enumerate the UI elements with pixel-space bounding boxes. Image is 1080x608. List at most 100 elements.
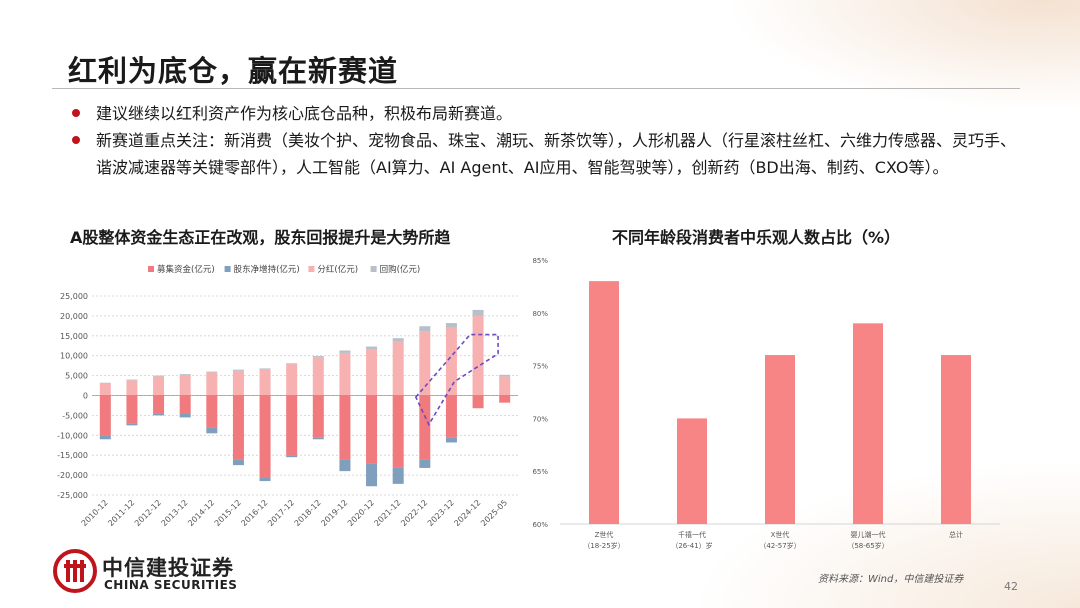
bar-2020-12-s0 [366, 395, 378, 464]
bar-2010-12-s0 [99, 395, 111, 436]
bar-2023-12-s1 [445, 437, 457, 443]
bar-2016-12-s2 [259, 369, 271, 396]
bar-2025-05-s2 [499, 376, 511, 396]
x-tick-label: 2018-12 [293, 498, 323, 528]
bar-2023-12-s3 [445, 323, 457, 328]
bar-2024-12-s3 [472, 309, 484, 316]
x-tick-label: 2019-12 [319, 498, 349, 528]
bar-2014-12-s0 [206, 395, 218, 428]
x-tick-label: 2024-12 [452, 498, 482, 528]
title-divider [52, 88, 1020, 89]
bar-0 [589, 281, 619, 524]
bar-2014-12-s3 [206, 371, 218, 373]
y-tick-label: -10,000 [57, 431, 88, 440]
y-tick-label: 80% [532, 310, 548, 318]
x-tick-label-line2: （18-25岁） [583, 541, 624, 550]
x-tick-label-line2: （58-65岁） [847, 541, 888, 550]
bar-2024-12-s0 [472, 395, 484, 409]
bar-1 [677, 418, 707, 524]
bar-2012-12-s1 [153, 413, 165, 416]
bar-2018-12-s2 [312, 357, 324, 396]
bar-2015-12-s0 [232, 395, 244, 460]
x-tick-label: 2025-05 [479, 498, 509, 528]
y-tick-label: -25,000 [57, 491, 88, 500]
bar-2019-12-s3 [339, 350, 351, 353]
bar-2018-12-s0 [312, 395, 324, 438]
x-tick-label-line1: X世代 [771, 530, 790, 539]
bar-2010-12-s3 [99, 382, 111, 384]
bar-2020-12-s3 [366, 346, 378, 349]
bar-2023-12-s2 [445, 327, 457, 396]
legend-swatch-3 [370, 266, 377, 272]
bar-2023-12-s0 [445, 395, 457, 438]
x-tick-label: 2022-12 [399, 498, 429, 528]
bar-2021-12-s2 [392, 341, 404, 396]
bar-2014-12-s2 [206, 372, 218, 396]
bar-2015-12-s1 [232, 459, 244, 466]
bar-3 [853, 323, 883, 524]
x-tick-label-line1: Z世代 [595, 530, 614, 539]
x-tick-label: 2015-12 [213, 498, 243, 528]
bar-2021-12-s0 [392, 395, 404, 468]
bullet-item: 建议继续以红利资产作为核心底仓品种，积极布局新赛道。 [66, 100, 1026, 127]
bar-2021-12-s1 [392, 467, 404, 484]
x-tick-label-line1: 总计 [949, 530, 963, 539]
y-tick-label: 15,000 [60, 332, 88, 341]
x-tick-label-line1: 千禧一代 [678, 530, 706, 539]
x-tick-label-line2: （42-57岁） [759, 541, 800, 550]
page-number: 42 [1004, 580, 1018, 593]
bar-2012-12-s0 [153, 395, 165, 414]
x-tick-label: 2013-12 [160, 498, 190, 528]
y-tick-label: -20,000 [57, 471, 88, 480]
right-chart-title: 不同年龄段消费者中乐观人数占比（%） [612, 228, 901, 247]
bar-2011-12-s1 [126, 423, 138, 426]
bar-2016-12-s3 [259, 368, 271, 370]
bar-2016-12-s0 [259, 395, 271, 478]
bar-2013-12-s2 [179, 374, 191, 396]
bar-2025-05-s0 [499, 395, 511, 403]
bar-2013-12-s0 [179, 395, 191, 414]
bar-2021-12-s3 [392, 338, 404, 342]
bar-2020-12-s2 [366, 348, 378, 396]
y-tick-label: 70% [532, 415, 548, 423]
y-tick-label: 0 [83, 392, 88, 401]
legend-label-1: 股东净增持(亿元) [234, 264, 300, 275]
bar-2012-12-s3 [153, 375, 165, 377]
x-tick-label-line2: （26-41）岁 [671, 541, 712, 550]
bar-2013-12-s1 [179, 413, 191, 418]
bar-2018-12-s3 [312, 356, 324, 358]
x-tick-label: 2010-12 [80, 498, 110, 528]
bar-2016-12-s1 [259, 477, 271, 482]
bar-2015-12-s2 [232, 370, 244, 396]
x-tick-label: 2017-12 [266, 498, 296, 528]
bullet-item: 新赛道重点关注：新消费（美妆个护、宠物食品、珠宝、潮玩、新茶饮等），人形机器人（… [66, 127, 1026, 181]
legend-label-3: 回购(亿元) [380, 264, 421, 275]
bar-2018-12-s1 [312, 437, 324, 440]
x-tick-label: 2014-12 [186, 498, 216, 528]
bar-2010-12-s1 [99, 435, 111, 440]
x-tick-label: 2023-12 [426, 498, 456, 528]
bar-2025-05-s3 [499, 374, 511, 377]
left-chart-title: A股整体资金生态正在改观，股东回报提升是大势所趋 [70, 228, 451, 247]
slide-title: 红利为底仓，赢在新赛道 [68, 54, 399, 88]
trend-arrow-annotation [414, 333, 499, 427]
y-tick-label: 65% [532, 468, 548, 476]
bar-2017-12-s2 [286, 364, 298, 396]
bar-4 [941, 355, 971, 524]
x-tick-label: 2016-12 [239, 498, 269, 528]
source-note: 资料来源：Wind，中信建投证券 [818, 574, 964, 585]
y-tick-label: 85% [532, 257, 548, 265]
y-tick-label: -15,000 [57, 451, 88, 460]
bar-2015-12-s3 [232, 369, 244, 371]
legend-swatch-2 [308, 266, 315, 272]
x-tick-label: 2021-12 [373, 498, 403, 528]
legend-swatch-0 [148, 266, 154, 272]
x-tick-label: 2012-12 [133, 498, 163, 528]
y-tick-label: 25,000 [60, 292, 88, 301]
bar-2022-12-s2 [419, 331, 431, 396]
bar-2011-12-s3 [126, 379, 138, 381]
bar-2011-12-s0 [126, 395, 138, 424]
bar-2022-12-s3 [419, 326, 431, 332]
logo-text-cn: 中信建投证券 [102, 556, 234, 580]
bar-2019-12-s0 [339, 395, 351, 460]
